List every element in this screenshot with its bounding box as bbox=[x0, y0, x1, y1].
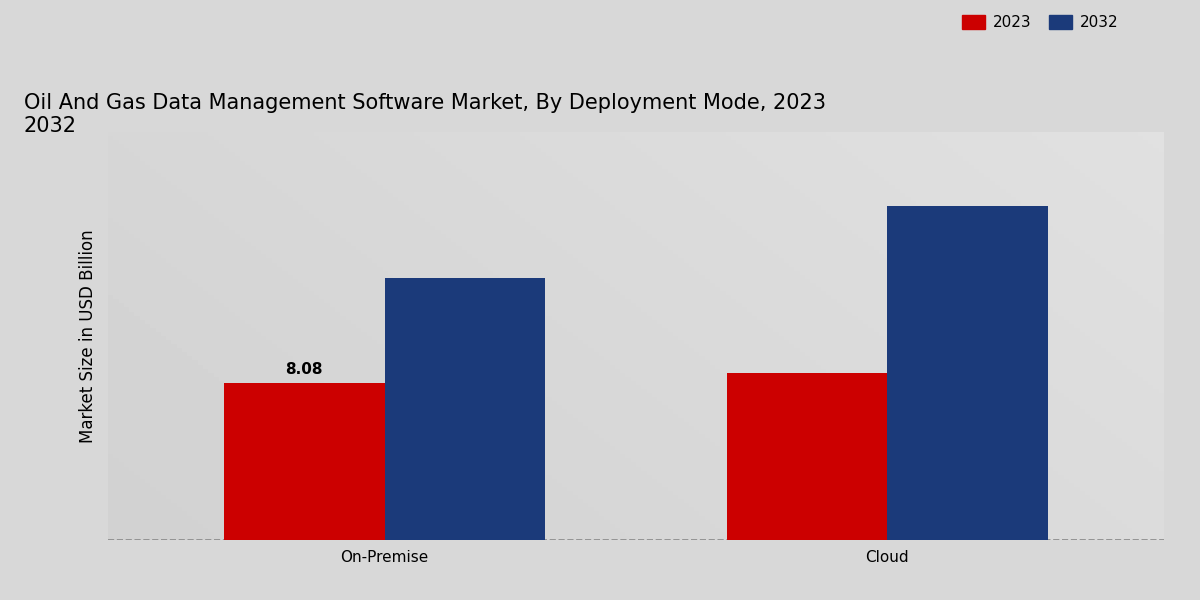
Legend: 2023, 2032: 2023, 2032 bbox=[955, 9, 1124, 37]
Bar bbox=[223, 383, 384, 540]
Y-axis label: Market Size in USD Billion: Market Size in USD Billion bbox=[79, 229, 97, 443]
Text: 8.08: 8.08 bbox=[286, 362, 323, 377]
Bar bbox=[726, 373, 888, 540]
Text: Oil And Gas Data Management Software Market, By Deployment Mode, 2023
2032: Oil And Gas Data Management Software Mar… bbox=[24, 93, 826, 136]
Bar bbox=[384, 278, 546, 540]
Bar bbox=[888, 206, 1049, 540]
